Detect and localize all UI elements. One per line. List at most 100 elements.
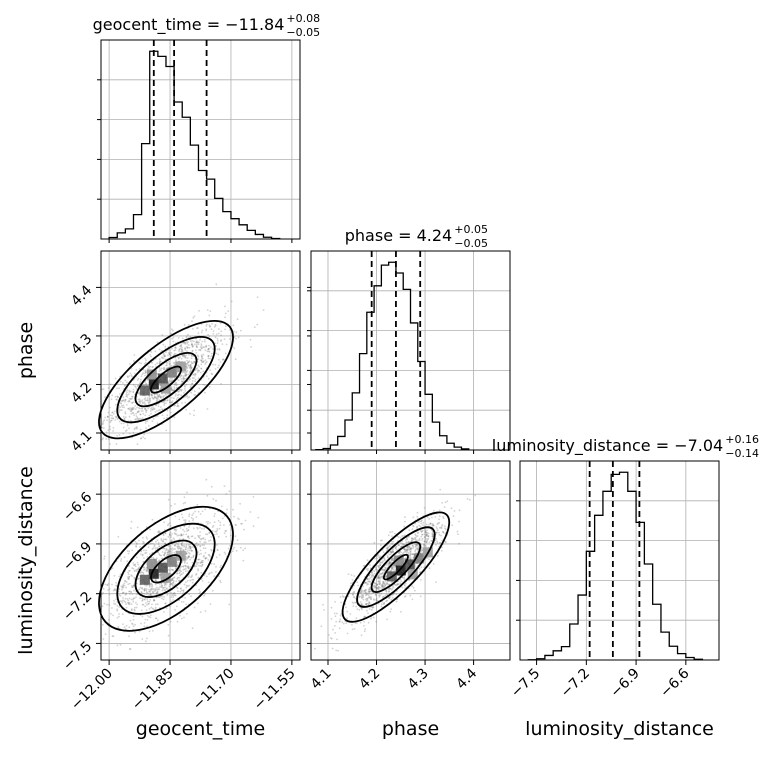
sample-point: [200, 359, 203, 362]
sample-point: [158, 530, 161, 532]
sample-point: [214, 324, 217, 326]
sample-point: [354, 601, 356, 604]
sample-point: [363, 620, 365, 623]
sample-point: [182, 341, 184, 344]
sample-point: [409, 552, 412, 555]
sample-point: [216, 528, 219, 530]
sample-point: [197, 551, 199, 554]
sample-point: [416, 548, 419, 550]
sample-point: [388, 588, 391, 590]
sample-point: [110, 398, 113, 401]
sample-point: [185, 373, 188, 376]
sample-point: [144, 374, 146, 377]
sample-point: [134, 565, 137, 568]
sample-point: [172, 336, 175, 339]
sample-point: [118, 411, 121, 413]
sample-point: [365, 588, 367, 591]
sample-point: [149, 397, 151, 400]
sample-point: [140, 375, 143, 378]
sample-point: [368, 608, 371, 610]
sample-point: [153, 598, 155, 601]
sample-point: [412, 525, 415, 528]
sample-point: [425, 523, 428, 526]
sample-point: [186, 530, 188, 532]
sample-point: [131, 584, 133, 587]
sample-point: [191, 345, 194, 347]
sample-point: [159, 573, 162, 576]
sample-point: [439, 488, 442, 491]
sample-point: [217, 366, 219, 369]
sample-point: [140, 591, 143, 593]
sample-point: [201, 559, 203, 562]
sample-point: [383, 569, 386, 571]
sample-point: [431, 523, 434, 525]
sample-point: [359, 591, 362, 594]
sample-point: [188, 379, 191, 381]
sample-point: [168, 363, 171, 366]
sample-point: [127, 576, 129, 578]
sample-point: [183, 616, 185, 619]
sample-point: [178, 348, 181, 351]
density-block: [148, 379, 159, 390]
sample-point: [137, 398, 140, 401]
sample-point: [170, 386, 173, 388]
sample-point: [201, 329, 204, 332]
sample-point: [186, 346, 189, 349]
sample-point: [140, 553, 142, 556]
sample-point: [153, 588, 156, 591]
sample-point: [176, 404, 179, 407]
sample-point: [131, 408, 134, 411]
sample-point: [136, 570, 138, 573]
sample-point: [211, 589, 214, 592]
sample-point: [218, 348, 221, 350]
sample-point: [170, 387, 173, 390]
sample-point: [378, 592, 381, 595]
sample-point: [394, 569, 396, 572]
sample-point: [125, 395, 128, 397]
sample-point: [178, 349, 181, 351]
sample-point: [424, 536, 426, 539]
sample-point: [387, 534, 390, 537]
sample-point: [135, 556, 138, 559]
sample-point: [135, 593, 138, 596]
sample-point: [378, 556, 380, 559]
sample-point: [142, 372, 145, 374]
sample-point: [172, 592, 175, 595]
sample-point: [142, 436, 145, 438]
sample-point: [437, 522, 440, 525]
sample-point: [215, 571, 217, 573]
sample-point: [125, 603, 127, 605]
sample-point: [168, 351, 170, 354]
sample-point: [421, 529, 424, 532]
sample-point: [171, 585, 174, 587]
sample-point: [127, 400, 130, 403]
sample-point: [183, 341, 186, 344]
sample-point: [356, 622, 358, 624]
sample-point: [181, 544, 184, 547]
sample-point: [121, 406, 124, 408]
sample-point: [219, 361, 222, 363]
sample-point: [198, 365, 201, 368]
sample-point: [399, 582, 402, 584]
sample-point: [368, 590, 371, 593]
sample-point: [168, 399, 171, 402]
sample-point: [185, 553, 188, 556]
sample-point: [407, 541, 410, 544]
sample-point: [350, 582, 352, 585]
sample-point: [225, 512, 228, 515]
sample-point: [233, 347, 236, 350]
sample-point: [198, 370, 200, 372]
sample-point: [332, 628, 334, 631]
sample-point: [189, 365, 192, 368]
sample-point: [171, 388, 173, 391]
sample-point: [175, 384, 178, 387]
sample-point: [203, 541, 206, 544]
sample-point: [208, 531, 211, 534]
sample-point: [134, 405, 137, 407]
sample-point: [204, 547, 207, 550]
sample-point: [397, 583, 400, 585]
sample-point: [185, 357, 187, 359]
sample-point: [250, 346, 253, 348]
sample-point: [408, 549, 411, 552]
sample-point: [128, 415, 131, 418]
